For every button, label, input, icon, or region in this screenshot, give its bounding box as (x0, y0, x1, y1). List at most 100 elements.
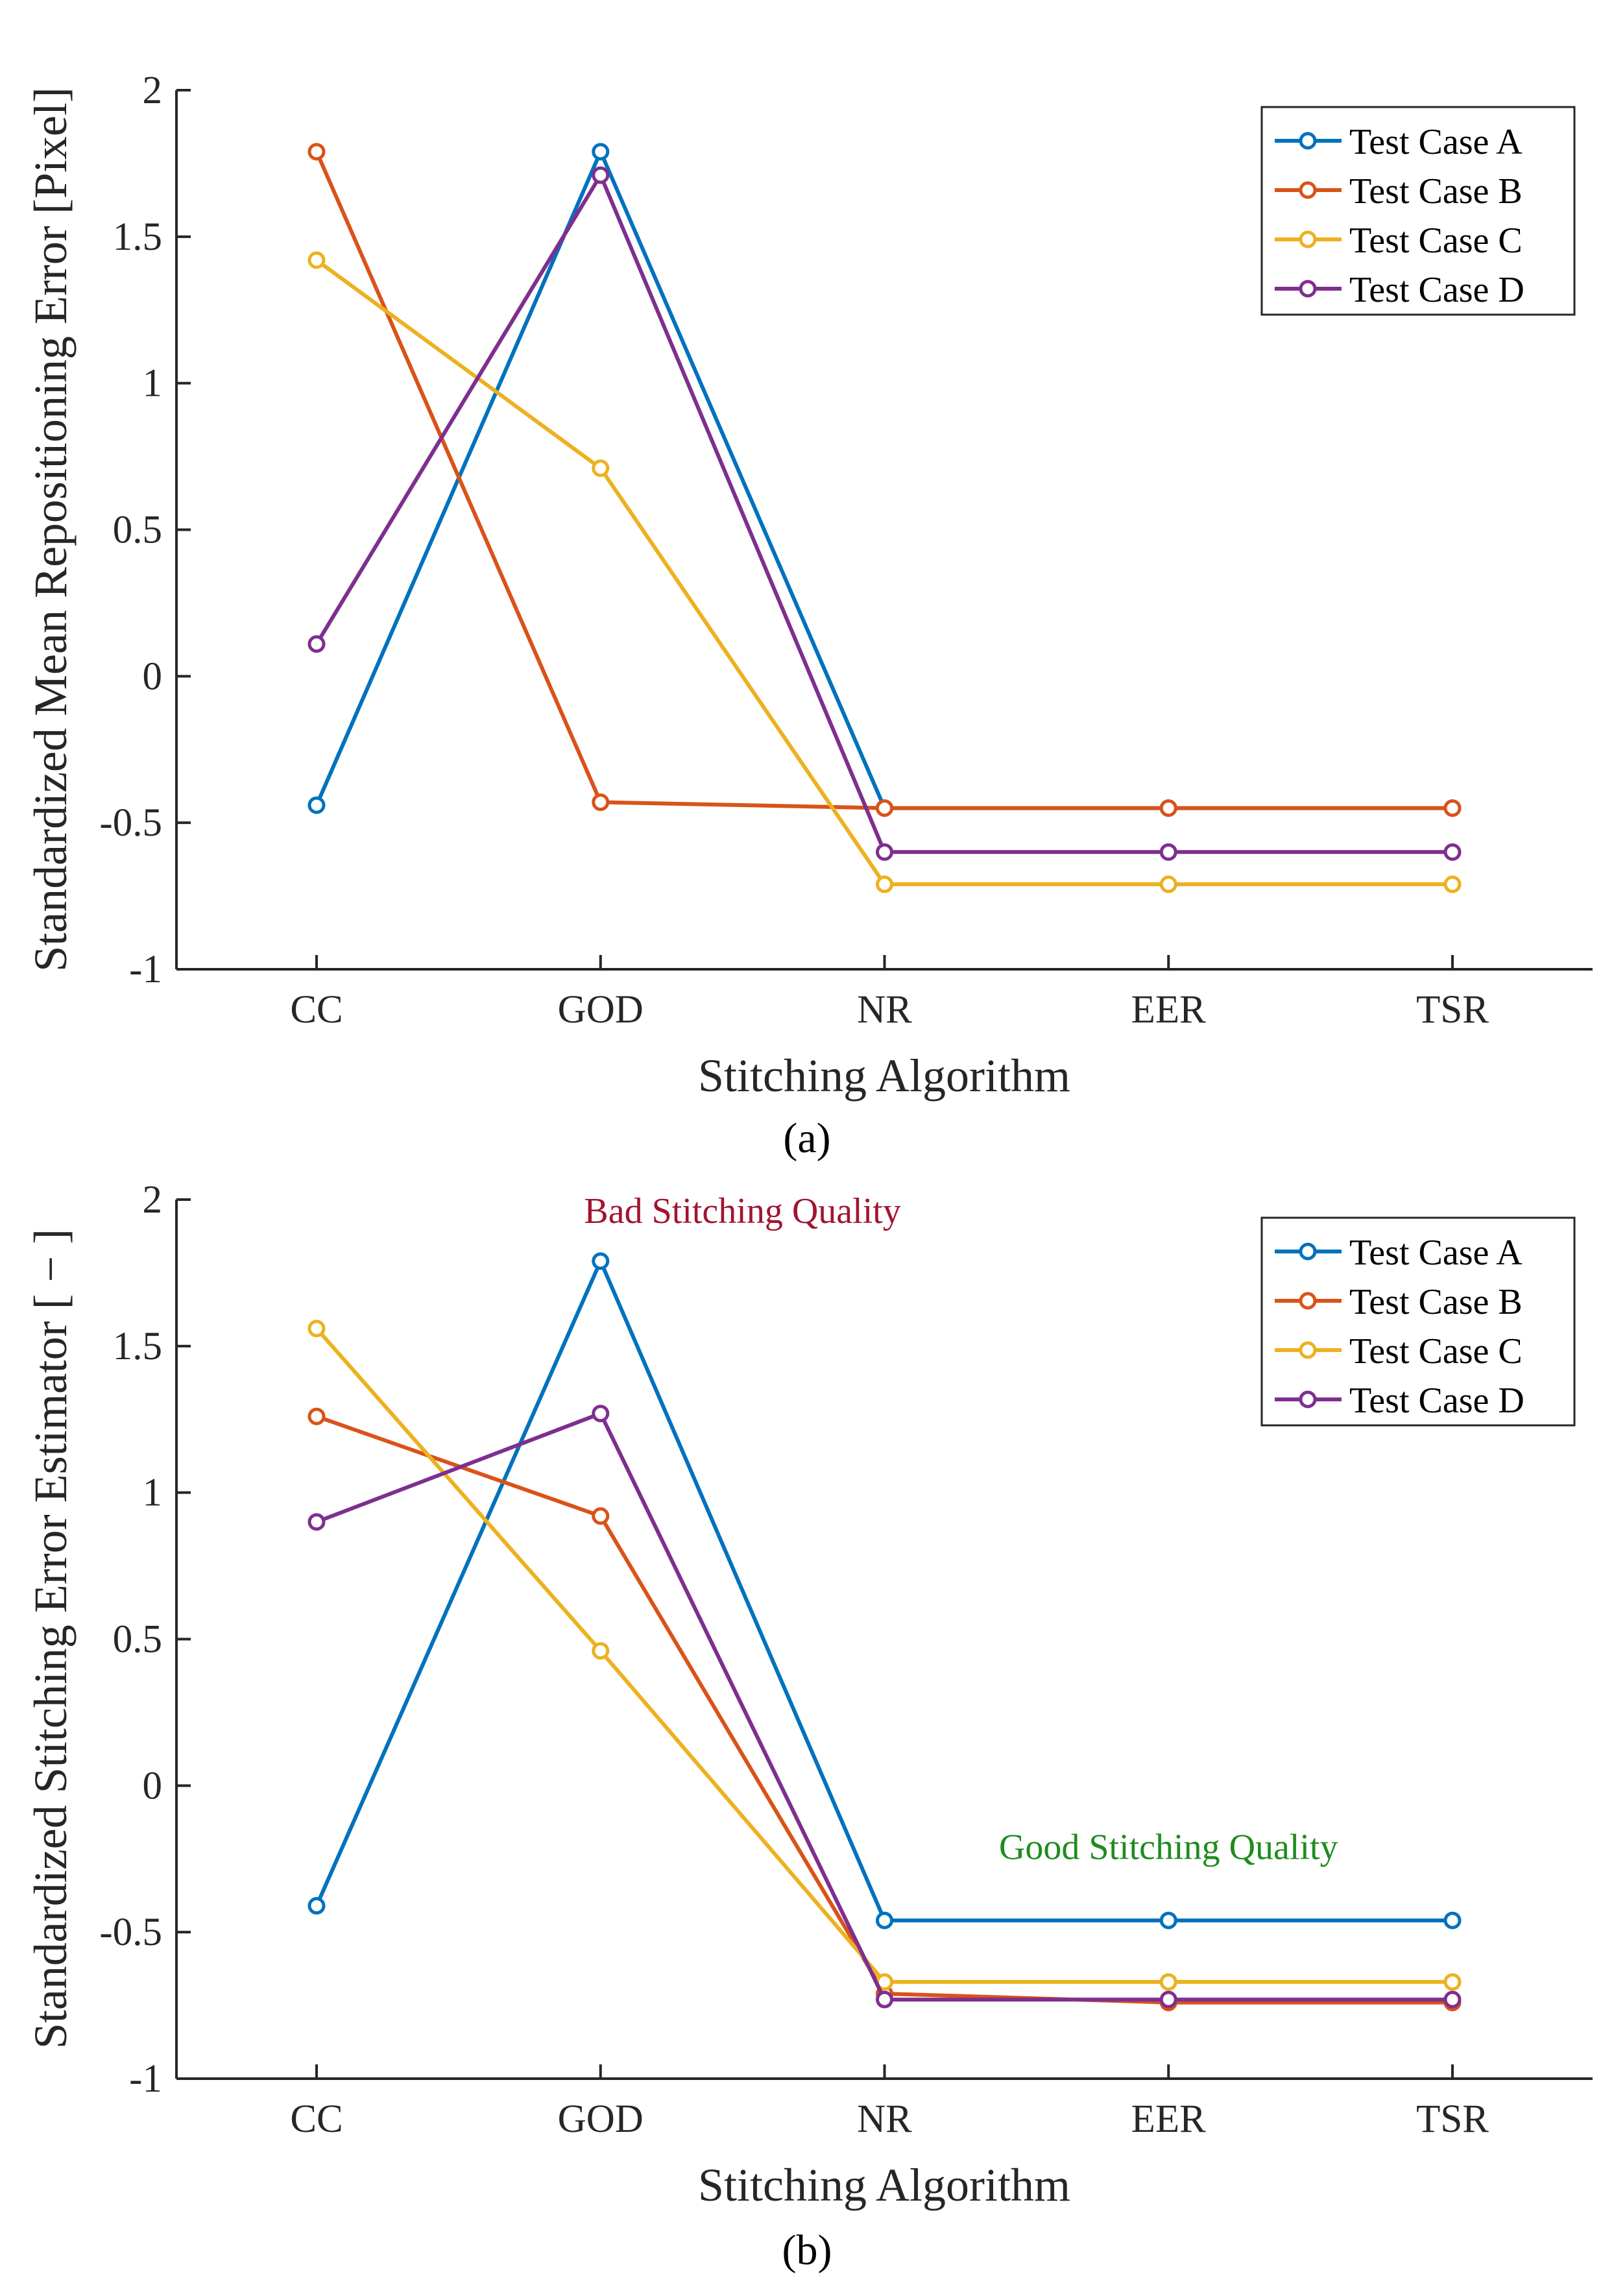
legend-entry-b-test-case-d: Test Case D (1275, 1381, 1524, 1421)
legend-marker-b-test-case-a (1299, 1242, 1317, 1261)
y-tick-label-a-6: 2 (143, 69, 163, 112)
legend-entry-b-test-case-b: Test Case B (1275, 1282, 1523, 1322)
legend-a: Test Case A Test Case B Test Case C Test… (1260, 106, 1576, 316)
legend-label-a-test-case-a: Test Case A (1349, 122, 1523, 162)
data-point-b-test-case-c-eer (1159, 1973, 1177, 1991)
legend-marker-a-test-case-c (1299, 230, 1317, 248)
data-point-b-test-case-d-god (592, 1405, 610, 1423)
data-point-a-test-case-d-god (592, 166, 610, 184)
y-tick-label-a-1: -0.5 (99, 801, 162, 845)
data-point-a-test-case-b-god (592, 793, 610, 812)
data-point-b-test-case-a-eer (1159, 1911, 1177, 1929)
y-tick-label-b-1: -0.5 (99, 1911, 162, 1954)
data-point-a-test-case-c-cc (307, 251, 326, 269)
data-point-a-test-case-d-nr (876, 843, 893, 861)
data-point-a-test-case-a-god (592, 143, 610, 161)
legend-entry-a-test-case-b: Test Case B (1275, 171, 1523, 211)
legend-marker-a-test-case-a (1299, 132, 1317, 150)
panel-label-b: (b) (782, 2227, 832, 2274)
data-point-a-test-case-d-eer (1159, 843, 1177, 861)
legend-marker-a-test-case-b (1299, 181, 1317, 199)
x-tick-label-a-cc: CC (290, 988, 343, 1032)
data-point-a-test-case-b-nr (876, 799, 893, 817)
data-point-b-test-case-a-god (592, 1252, 610, 1270)
data-point-b-test-case-b-god (592, 1507, 610, 1525)
data-point-b-test-case-a-cc (307, 1897, 326, 1915)
x-tick-label-b-tsr: TSR (1416, 2097, 1489, 2141)
y-tick-label-b-2: 0 (143, 1764, 163, 1807)
annotation-layer-b: Bad Stitching Quality Good Stitching Qual… (584, 1191, 1338, 1867)
y-tick-label-b-0: -1 (129, 2057, 162, 2101)
x-tick-label-a-eer: EER (1131, 988, 1207, 1032)
x-tick-label-a-god: GOD (558, 988, 644, 1032)
data-point-a-test-case-d-tsr (1443, 843, 1462, 861)
x-tick-label-b-eer: EER (1131, 2097, 1207, 2141)
y-axis-label-a: Standardized Mean Repositioning Error [P… (25, 87, 77, 972)
y-tick-label-b-5: 1.5 (113, 1325, 162, 1368)
legend-label-b-test-case-b: Test Case B (1349, 1282, 1523, 1322)
x-tick-label-b-cc: CC (290, 2097, 343, 2141)
y-tick-label-b-3: 0.5 (113, 1618, 162, 1662)
x-ticks-a: CC GOD NR EER TSR (290, 955, 1489, 1032)
legend-marker-b-test-case-b (1299, 1292, 1317, 1310)
x-tick-label-b-god: GOD (558, 2097, 644, 2141)
x-tick-label-b-nr: NR (857, 2097, 912, 2141)
series-layer-a (307, 143, 1462, 893)
data-point-b-test-case-d-tsr (1443, 1990, 1462, 2009)
data-point-b-test-case-c-cc (307, 1320, 326, 1338)
legend-entry-a-test-case-d: Test Case D (1275, 270, 1524, 310)
annotation-b-bad-stitching-quality: Bad Stitching Quality (584, 1191, 900, 1231)
y-tick-label-b-6: 2 (143, 1178, 163, 1222)
data-point-b-test-case-b-cc (307, 1407, 326, 1425)
legend-label-b-test-case-a: Test Case A (1349, 1233, 1523, 1273)
y-tick-label-b-4: 1 (143, 1471, 163, 1515)
legend-b: Test Case A Test Case B Test Case C Test… (1260, 1216, 1576, 1427)
data-point-a-test-case-a-cc (307, 796, 326, 814)
legend-label-b-test-case-d: Test Case D (1349, 1381, 1524, 1421)
y-axis-label-b: Standardized Stitching Error Estimator [… (25, 1229, 77, 2049)
y-tick-label-a-4: 1 (143, 362, 163, 405)
x-tick-label-a-nr: NR (857, 988, 912, 1032)
data-point-a-test-case-c-eer (1159, 875, 1177, 893)
x-ticks-b: CC GOD NR EER TSR (290, 2064, 1489, 2141)
chart-b: -1 -0.5 0 0.5 1 1.5 2 CC GOD NR EER TSR Bad Stitch… (25, 1178, 1593, 2211)
y-tick-label-a-5: 1.5 (113, 215, 162, 259)
y-tick-label-a-0: -1 (129, 948, 162, 991)
data-point-b-test-case-a-tsr (1443, 1911, 1462, 1929)
legend-label-b-test-case-c: Test Case C (1349, 1331, 1523, 1372)
data-point-b-test-case-a-nr (876, 1911, 893, 1929)
legend-entry-b-test-case-a: Test Case A (1275, 1233, 1523, 1273)
data-point-b-test-case-d-nr (876, 1990, 893, 2009)
data-point-a-test-case-c-god (592, 459, 610, 477)
panel-label-a: (a) (783, 1115, 830, 1162)
data-point-a-test-case-d-cc (307, 635, 326, 653)
legend-marker-b-test-case-d (1299, 1390, 1317, 1408)
y-tick-label-a-3: 0.5 (113, 509, 162, 552)
y-tick-label-a-2: 0 (143, 655, 163, 698)
legend-marker-a-test-case-d (1299, 280, 1317, 298)
legend-entry-a-test-case-a: Test Case A (1275, 122, 1523, 162)
legend-label-a-test-case-c: Test Case C (1349, 221, 1523, 261)
data-point-a-test-case-b-cc (307, 143, 326, 161)
data-point-b-test-case-d-eer (1159, 1990, 1177, 2009)
data-point-b-test-case-d-cc (307, 1513, 326, 1531)
legend-label-a-test-case-d: Test Case D (1349, 270, 1524, 310)
legend-entry-b-test-case-c: Test Case C (1275, 1331, 1523, 1372)
series-layer-b (307, 1252, 1462, 2012)
legend-marker-b-test-case-c (1299, 1341, 1317, 1359)
legend-entry-a-test-case-c: Test Case C (1275, 221, 1523, 261)
y-ticks-a: -1 -0.5 0 0.5 1 1.5 2 (99, 69, 191, 991)
data-point-a-test-case-b-tsr (1443, 799, 1462, 817)
annotation-b-good-stitching-quality: Good Stitching Quality (999, 1827, 1338, 1867)
data-point-a-test-case-b-eer (1159, 799, 1177, 817)
legend-label-a-test-case-b: Test Case B (1349, 171, 1523, 211)
data-point-a-test-case-c-nr (876, 875, 893, 893)
x-tick-label-a-tsr: TSR (1416, 988, 1489, 1032)
data-point-b-test-case-c-tsr (1443, 1973, 1462, 1991)
y-ticks-b: -1 -0.5 0 0.5 1 1.5 2 (99, 1178, 191, 2101)
x-axis-label-b: Stitching Algorithm (698, 2159, 1070, 2211)
x-axis-label-a: Stitching Algorithm (698, 1050, 1070, 1102)
data-point-b-test-case-c-god (592, 1642, 610, 1660)
chart-a: -1 -0.5 0 0.5 1 1.5 2 CC GOD NR EER TSR Stitching … (25, 69, 1593, 1102)
